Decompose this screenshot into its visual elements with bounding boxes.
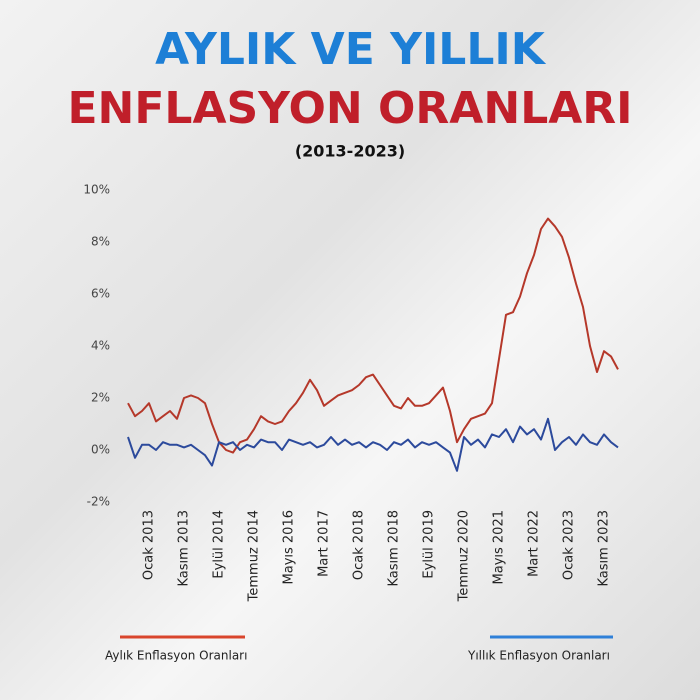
x-tick-label: Mart 2022: [527, 510, 542, 577]
x-tick-label: Temmuz 2020: [457, 510, 472, 602]
series-line: [127, 217, 619, 454]
chart-title: AYLIK VE YILLIK: [155, 24, 547, 75]
y-tick-label: 8%: [91, 235, 110, 249]
x-tick-label: Ocak 2023: [562, 510, 577, 580]
x-tick-label: Mayıs 2016: [282, 510, 297, 584]
y-tick-label: 0%: [91, 443, 110, 457]
legend-label: Aylık Enflasyon Oranları: [105, 649, 247, 663]
y-tick-label: 2%: [91, 391, 110, 405]
x-tick-label: Mayıs 2021: [492, 510, 507, 584]
x-tick-label: Ocak 2013: [142, 510, 157, 580]
legend-label: Yıllık Enflasyon Oranları: [467, 649, 610, 663]
y-tick-label: 10%: [83, 183, 110, 197]
x-tick-label: Eylül 2019: [422, 510, 437, 579]
y-tick-label: 6%: [91, 287, 110, 301]
x-tick-label: Ocak 2018: [352, 510, 367, 580]
x-tick-label: Mart 2017: [317, 510, 332, 577]
series-line: [127, 417, 619, 472]
chart-subtitle: (2013-2023): [295, 142, 405, 161]
x-tick-label: Kasım 2013: [177, 510, 192, 587]
x-tick-label: Kasım 2023: [597, 510, 612, 587]
x-tick-label: Eylül 2014: [212, 510, 227, 579]
x-tick-label: Kasım 2018: [387, 510, 402, 587]
chart-title-line2: ENFLASYON ORANLARI: [67, 83, 632, 134]
y-tick-label: 4%: [91, 339, 110, 353]
y-tick-label: -2%: [87, 495, 110, 509]
x-tick-label: Temmuz 2014: [247, 510, 262, 602]
